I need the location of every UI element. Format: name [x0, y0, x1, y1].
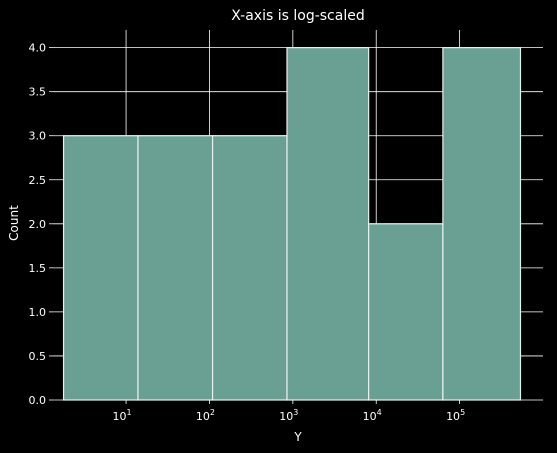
x-tick-label: 102	[196, 408, 215, 423]
y-tick-label: 2.0	[29, 218, 47, 231]
x-axis-label: Y	[293, 430, 302, 444]
chart-title: X-axis is log-scaled	[231, 8, 364, 24]
y-axis-ticks: 0.0 0.5 1.0 1.5 2.0 2.5 3.0 3.5 4.0	[29, 42, 53, 407]
histogram-bars	[62, 47, 522, 401]
y-tick-label: 3.5	[29, 86, 47, 99]
x-axis-ticks: 101 102 103 104 105	[113, 400, 465, 423]
y-tick-label: 0.0	[29, 394, 47, 407]
histogram-bar	[62, 135, 139, 401]
x-tick-label: 103	[279, 408, 298, 423]
x-tick-label: 101	[113, 408, 132, 423]
x-tick-label: 104	[363, 408, 382, 423]
y-tick-label: 3.0	[29, 130, 47, 143]
y-tick-label: 4.0	[29, 42, 47, 55]
histogram-bar	[368, 223, 444, 401]
y-tick-label: 0.5	[29, 350, 47, 363]
histogram-bar	[286, 47, 370, 401]
x-tick-label: 105	[446, 408, 465, 423]
histogram-bar	[211, 135, 288, 401]
y-tick-label: 1.5	[29, 262, 47, 275]
y-tick-label: 1.0	[29, 306, 47, 319]
y-axis-label: Count	[7, 205, 21, 241]
y-tick-label: 2.5	[29, 174, 47, 187]
histogram-bar	[442, 47, 522, 401]
histogram-bar	[137, 135, 214, 401]
